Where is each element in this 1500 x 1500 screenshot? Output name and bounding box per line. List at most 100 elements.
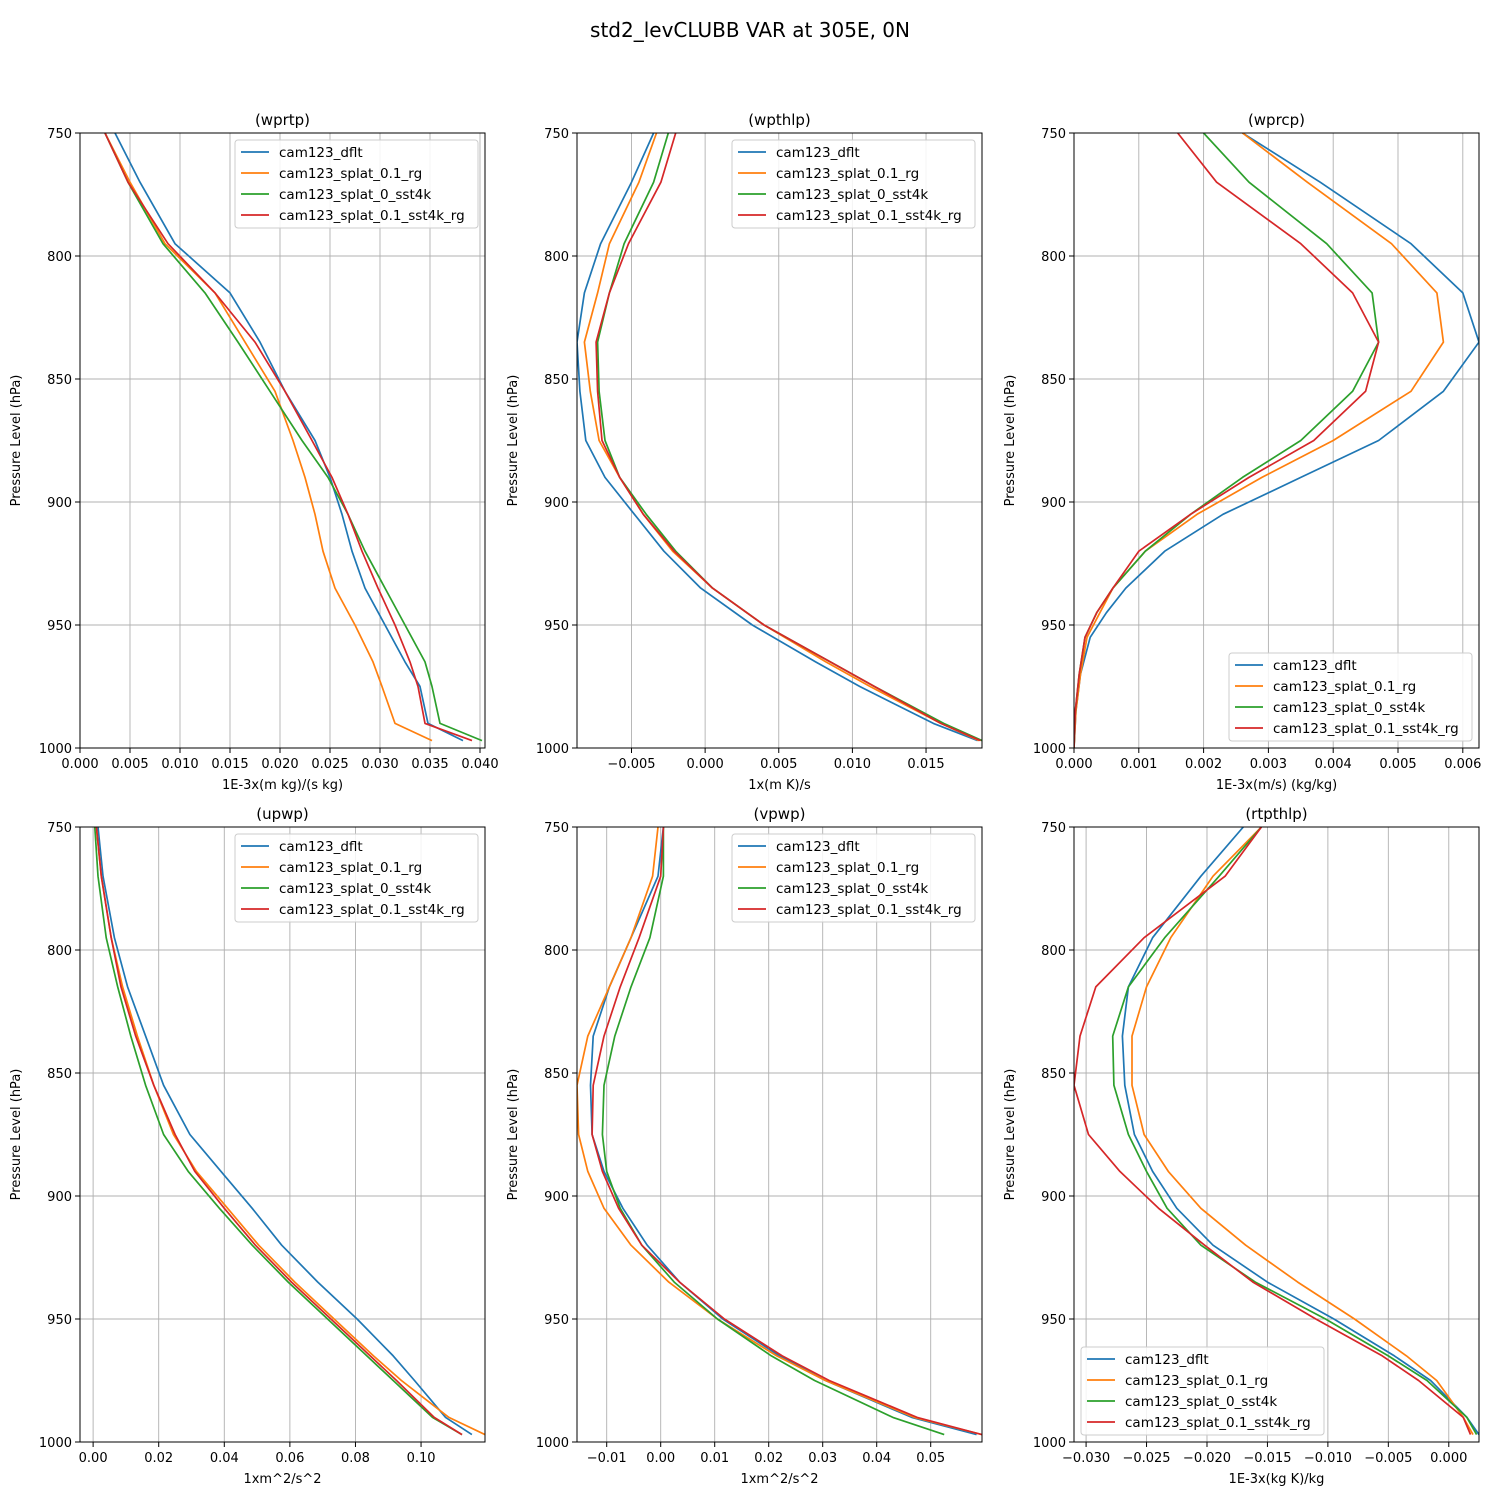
x-tick-label: 0.015: [211, 757, 248, 772]
y-tick-label: 900: [544, 1190, 569, 1205]
x-tick-label: 0.04: [210, 1451, 239, 1466]
x-tick-label: −0.020: [1183, 1451, 1231, 1466]
series-line-cam123_dflt: [1074, 133, 1479, 748]
legend-label: cam123_splat_0.1_rg: [279, 860, 422, 876]
x-tick-label: 0.005: [111, 757, 148, 772]
axes-frame: [79, 132, 486, 749]
x-tick-label: 0.025: [311, 757, 348, 772]
legend-label: cam123_splat_0_sst4k: [1273, 700, 1425, 716]
y-axis-label: Pressure Level (hPa): [506, 375, 521, 507]
subplot-title: (wpthlp): [748, 111, 811, 129]
legend-label: cam123_dflt: [279, 145, 363, 161]
legend-label: cam123_splat_0_sst4k: [279, 881, 431, 897]
x-tick-label: 0.000: [687, 757, 724, 772]
legend-label: cam123_splat_0.1_rg: [776, 860, 919, 876]
series-line-cam123_splat_0.1_rg: [104, 133, 433, 742]
legend-box: [731, 833, 976, 923]
legend: cam123_dflt cam123_splat_0.1_rg cam123_spl…: [234, 833, 479, 923]
x-tick-label: 0.000: [1430, 1451, 1467, 1466]
y-tick-label: 900: [544, 496, 569, 511]
axes-frame: [1073, 132, 1480, 749]
series-line-cam123_dflt: [97, 827, 473, 1436]
y-tick-label: 950: [47, 619, 72, 634]
legend: cam123_dflt cam123_splat_0.1_rg cam123_spl…: [1080, 1346, 1325, 1436]
y-axis-label: Pressure Level (hPa): [506, 1069, 521, 1201]
x-axis-label: 1x(m K)/s: [748, 778, 811, 793]
legend-label: cam123_splat_0.1_sst4k_rg: [279, 208, 465, 224]
x-tick-label: 0.003: [1250, 757, 1287, 772]
y-tick-label: 900: [1041, 1190, 1066, 1205]
x-tick-label: −0.030: [1062, 1451, 1110, 1466]
legend-box: [234, 139, 479, 229]
series-line-cam123_dflt: [577, 133, 978, 742]
subplot-2: −0.005 0.000 0.005 0.010 0.015 750 800 850 900 95…: [506, 111, 983, 793]
legend-box: [1080, 1346, 1325, 1436]
series-line-cam123_dflt: [1121, 827, 1479, 1436]
y-tick-label: 800: [1041, 944, 1066, 959]
subplot-6: −0.030 −0.025 −0.020 −0.015 −0.010 −0.005 0.00…: [1003, 805, 1480, 1487]
axes-frame: [576, 826, 983, 1443]
legend-label: cam123_splat_0.1_sst4k_rg: [279, 902, 465, 918]
series-line-cam123_splat_0.1_sst4k_rg: [595, 133, 981, 742]
y-tick-label: 750: [1041, 127, 1066, 142]
x-tick-label: 0.000: [1055, 757, 1092, 772]
x-tick-label: 0.00: [646, 1451, 675, 1466]
y-tick-label: 850: [47, 373, 72, 388]
x-axis-label: 1E-3x(kg K)/kg: [1229, 1472, 1325, 1487]
legend-label: cam123_splat_0_sst4k: [279, 187, 431, 203]
y-tick-label: 1000: [39, 1436, 72, 1451]
x-tick-label: 0.010: [834, 757, 871, 772]
legend: cam123_dflt cam123_splat_0.1_rg cam123_spl…: [731, 139, 976, 229]
legend-label: cam123_dflt: [279, 839, 363, 855]
x-tick-label: 0.03: [808, 1451, 837, 1466]
x-tick-label: −0.005: [1364, 1451, 1412, 1466]
y-tick-label: 900: [47, 496, 72, 511]
subplot-4: 0.00 0.02 0.04 0.06 0.08 0.10 750 800 850 900 950 1…: [9, 805, 486, 1487]
y-tick-label: 1000: [39, 742, 72, 757]
legend-box: [234, 833, 479, 923]
y-tick-label: 800: [47, 944, 72, 959]
series-line-cam123_splat_0.1_rg: [1074, 133, 1445, 748]
legend-label: cam123_splat_0.1_rg: [1273, 679, 1416, 695]
x-tick-label: 0.000: [61, 757, 98, 772]
y-tick-label: 750: [47, 821, 72, 836]
legend-label: cam123_splat_0_sst4k: [1125, 1394, 1277, 1410]
x-axis-label: 1E-3x(m/s) (kg/kg): [1216, 778, 1337, 793]
y-tick-label: 1000: [536, 742, 569, 757]
x-tick-label: 0.06: [275, 1451, 304, 1466]
legend-label: cam123_splat_0_sst4k: [776, 187, 928, 203]
legend-label: cam123_splat_0.1_rg: [776, 166, 919, 182]
y-axis-label: Pressure Level (hPa): [9, 1069, 24, 1201]
x-tick-label: 0.020: [261, 757, 298, 772]
subplot-title: (wprcp): [1248, 111, 1305, 129]
series-line-cam123_splat_0_sst4k: [1111, 827, 1478, 1436]
y-tick-label: 800: [544, 250, 569, 265]
y-axis-label: Pressure Level (hPa): [9, 375, 24, 507]
x-tick-label: 0.015: [907, 757, 944, 772]
y-tick-label: 950: [1041, 619, 1066, 634]
y-tick-label: 800: [544, 944, 569, 959]
x-tick-label: 0.02: [754, 1451, 783, 1466]
series-line-cam123_splat_0.1_sst4k_rg: [104, 133, 473, 742]
y-tick-label: 750: [47, 127, 72, 142]
x-tick-label: 0.001: [1120, 757, 1157, 772]
series-line-cam123_splat_0.1_sst4k_rg: [1074, 827, 1472, 1435]
axes-frame: [1073, 826, 1480, 1443]
series-line-cam123_splat_0.1_sst4k_rg: [591, 827, 982, 1436]
x-tick-label: −0.005: [607, 757, 655, 772]
subplot-title: (vpwp): [754, 805, 806, 823]
legend: cam123_dflt cam123_splat_0.1_rg cam123_spl…: [234, 139, 479, 229]
y-tick-label: 800: [47, 250, 72, 265]
subplot-title: (upwp): [256, 805, 309, 823]
axes-frame: [576, 132, 983, 749]
x-tick-label: 0.10: [407, 1451, 436, 1466]
x-tick-label: −0.01: [587, 1451, 627, 1466]
y-tick-label: 950: [544, 619, 569, 634]
legend-label: cam123_splat_0.1_sst4k_rg: [776, 208, 962, 224]
legend-label: cam123_dflt: [1273, 658, 1357, 674]
legend: cam123_dflt cam123_splat_0.1_rg cam123_spl…: [731, 833, 976, 923]
x-tick-label: 0.005: [760, 757, 797, 772]
y-tick-label: 850: [1041, 1067, 1066, 1082]
x-tick-label: 0.00: [79, 1451, 108, 1466]
x-axis-label: 1E-3x(m kg)/(s kg): [222, 778, 343, 793]
